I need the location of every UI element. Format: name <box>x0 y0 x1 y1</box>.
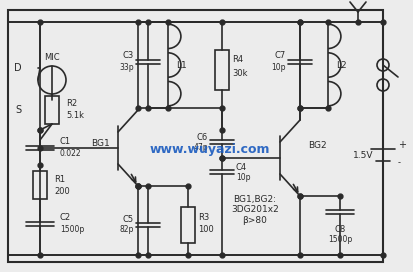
Text: 10p: 10p <box>236 172 251 181</box>
Text: www.wuyazi.com: www.wuyazi.com <box>150 144 270 156</box>
Text: C5: C5 <box>123 215 134 224</box>
Bar <box>33 171 47 199</box>
Text: -: - <box>398 159 401 168</box>
Text: 5.1k: 5.1k <box>66 112 84 120</box>
Bar <box>45 96 59 124</box>
Text: 0.022: 0.022 <box>60 149 82 157</box>
Text: R2: R2 <box>66 100 77 109</box>
Text: C3: C3 <box>123 51 134 60</box>
Text: 1500p: 1500p <box>328 236 352 245</box>
Text: C1: C1 <box>60 138 71 147</box>
Text: 47p: 47p <box>193 143 208 152</box>
Text: BG1,BG2:
3DG201x2
β>80: BG1,BG2: 3DG201x2 β>80 <box>231 195 279 225</box>
Text: 100: 100 <box>198 225 214 234</box>
Text: S: S <box>15 105 21 115</box>
Text: C2: C2 <box>60 214 71 222</box>
Text: 30k: 30k <box>232 69 247 78</box>
Text: R1: R1 <box>54 175 65 184</box>
Bar <box>181 207 195 243</box>
Text: L2: L2 <box>336 60 347 70</box>
Text: 200: 200 <box>54 187 70 196</box>
Text: C8: C8 <box>335 225 346 234</box>
Text: C4: C4 <box>236 162 247 172</box>
Text: C6: C6 <box>197 132 208 141</box>
Text: MIC: MIC <box>44 54 60 63</box>
Text: 10p: 10p <box>271 63 286 72</box>
Text: 1.5V: 1.5V <box>353 150 373 159</box>
Text: BG1: BG1 <box>90 138 109 147</box>
Text: 1500p: 1500p <box>60 224 84 233</box>
Text: 82p: 82p <box>120 225 134 234</box>
Text: 33p: 33p <box>119 63 134 72</box>
Text: C7: C7 <box>275 51 286 60</box>
Text: D: D <box>14 63 22 73</box>
Text: R3: R3 <box>198 212 209 221</box>
Bar <box>215 50 229 90</box>
Text: R4: R4 <box>232 55 243 64</box>
Text: L1: L1 <box>176 60 187 70</box>
Text: +: + <box>398 140 406 150</box>
Text: BG2: BG2 <box>308 141 327 150</box>
